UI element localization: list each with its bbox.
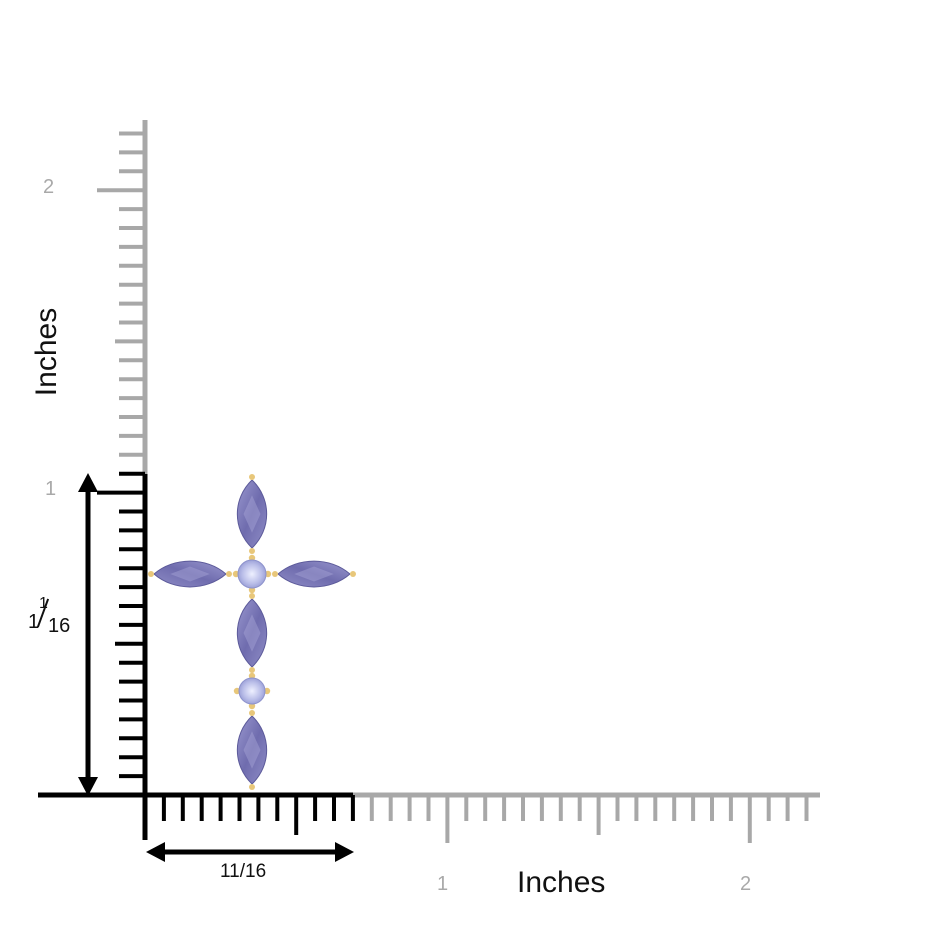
gem-left <box>148 560 232 588</box>
tanzanite-cross-pendant-icon <box>148 474 356 790</box>
vertical-ruler-grey <box>97 120 148 478</box>
vertical-ruler-black <box>97 471 148 840</box>
x-axis-title: Inches <box>517 866 606 899</box>
height-numerator: 1 <box>39 595 48 612</box>
round-gem-center <box>232 554 272 594</box>
y-tick-label-1: 1 <box>45 478 57 500</box>
height-denominator: 16 <box>48 615 71 637</box>
height-dimension-arrow <box>78 473 98 796</box>
height-whole: 1 <box>28 611 40 633</box>
horizontal-ruler-black <box>38 792 355 835</box>
width-dimension-label: 11/16 <box>220 861 267 882</box>
gem-middle <box>236 593 268 673</box>
y-tick-label-2: 2 <box>43 176 55 198</box>
x-tick-label-2: 2 <box>740 873 752 895</box>
gem-bottom <box>236 710 268 790</box>
gem-right <box>272 560 356 588</box>
horizontal-ruler-grey <box>352 792 820 843</box>
gem-top <box>236 474 268 554</box>
round-gem-lower <box>233 672 271 710</box>
x-tick-label-1: 1 <box>437 873 449 895</box>
y-axis-title: Inches <box>30 307 63 397</box>
width-dimension-arrow <box>146 842 354 862</box>
